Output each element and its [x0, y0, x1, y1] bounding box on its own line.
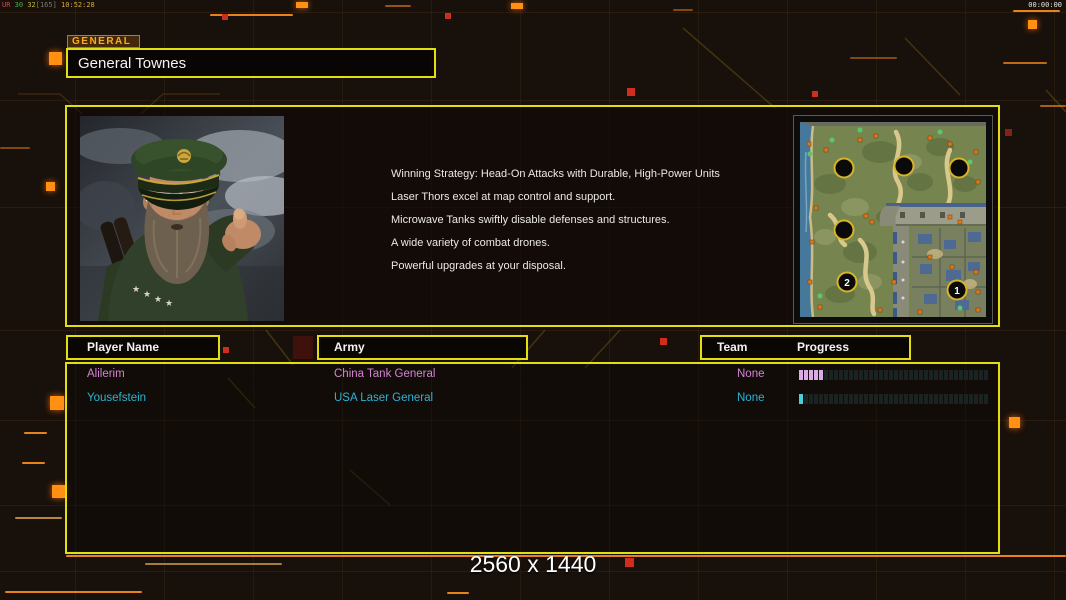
load-progress-bar	[799, 394, 989, 404]
decor-line	[145, 563, 282, 565]
decor-red-square	[223, 347, 229, 353]
column-header-team-progress: Team Progress	[700, 335, 911, 360]
svg-text:★: ★	[132, 285, 140, 295]
player-row: Alilerim China Tank General None	[67, 366, 998, 390]
general-name: General Townes	[78, 55, 187, 72]
player-name: Yousefstein	[87, 392, 147, 404]
decor-line	[1013, 10, 1060, 12]
map-preview: 2 1	[793, 115, 993, 324]
decor-square	[1009, 417, 1020, 428]
strategy-line: Microwave Tanks swiftly disable defenses…	[391, 214, 670, 226]
svg-text:★: ★	[154, 295, 162, 305]
match-timer: 00:00:00	[1028, 1, 1062, 9]
player-name: Alilerim	[87, 368, 125, 380]
decor-line	[22, 462, 45, 464]
player-team: None	[737, 368, 765, 380]
player-list-panel: Alilerim China Tank General None Yousefs…	[65, 362, 1000, 554]
decor-red-square	[222, 14, 228, 20]
decor-square	[49, 52, 62, 65]
resolution-label: 2560 x 1440	[469, 551, 597, 577]
decor-red-square	[627, 88, 635, 96]
decor-line	[673, 9, 693, 11]
decor-line	[0, 147, 30, 149]
general-name-box: General Townes	[66, 48, 436, 78]
general-portrait: ★ ★ ★ ★	[75, 116, 305, 321]
decor-line	[850, 57, 897, 59]
player-name-header-label: Player Name	[87, 340, 160, 354]
decor-line	[1003, 62, 1047, 64]
army-header-label: Army	[334, 340, 365, 354]
svg-text:★: ★	[165, 299, 173, 309]
strategy-line: Winning Strategy: Head-On Attacks with D…	[391, 168, 720, 180]
decor-square	[1028, 20, 1037, 29]
decor-red-square	[660, 338, 667, 345]
decor-square	[52, 485, 65, 498]
decor-red-square	[625, 558, 634, 567]
decor-line	[385, 5, 411, 7]
strategy-line: Powerful upgrades at your disposal.	[391, 260, 566, 272]
player-army: USA Laser General	[334, 392, 434, 404]
grid-line	[0, 100, 1066, 101]
column-header-player-name: Player Name	[66, 335, 220, 360]
decor-line	[447, 592, 469, 594]
decor-square	[50, 396, 64, 410]
decor-line	[1040, 105, 1066, 107]
decor-square	[46, 182, 55, 191]
fps-readout: UR 30 32[165] 10:52:28	[2, 1, 95, 9]
decor-line	[15, 517, 62, 519]
decor-line	[66, 555, 1066, 557]
grid-line	[0, 420, 1066, 421]
svg-text:★: ★	[143, 290, 151, 300]
general-tab-label: GENERAL	[67, 35, 140, 48]
decor-square	[511, 3, 523, 9]
strategy-line: A wide variety of combat drones.	[391, 237, 550, 249]
progress-header-label: Progress	[797, 340, 850, 354]
general-info-panel: ★ ★ ★ ★	[65, 105, 1000, 327]
start-position-1: 1	[954, 286, 960, 297]
grid-line	[0, 12, 1066, 13]
team-header-label: Team	[717, 340, 748, 354]
load-progress-bar	[799, 370, 989, 380]
player-team: None	[737, 392, 765, 404]
start-position-2: 2	[844, 278, 850, 289]
decor-red-square	[445, 13, 451, 19]
player-row: Yousefstein USA Laser General None	[67, 390, 998, 414]
decor-red-square	[812, 91, 818, 97]
strategy-line: Laser Thors excel at map control and sup…	[391, 191, 616, 203]
decor-red-square	[1005, 129, 1012, 136]
strategy-text: Winning Strategy: Head-On Attacks with D…	[391, 163, 720, 278]
decor-square	[296, 2, 308, 8]
grid-line	[0, 330, 1066, 331]
grid-line	[0, 207, 1066, 208]
player-army: China Tank General	[334, 368, 436, 380]
decor-maroon-patch	[293, 336, 313, 359]
grid-line	[0, 571, 1066, 572]
decor-line	[24, 432, 47, 434]
grid-line	[0, 505, 1066, 506]
decor-line	[5, 591, 142, 593]
column-header-army: Army	[317, 335, 528, 360]
decor-line	[210, 14, 293, 16]
